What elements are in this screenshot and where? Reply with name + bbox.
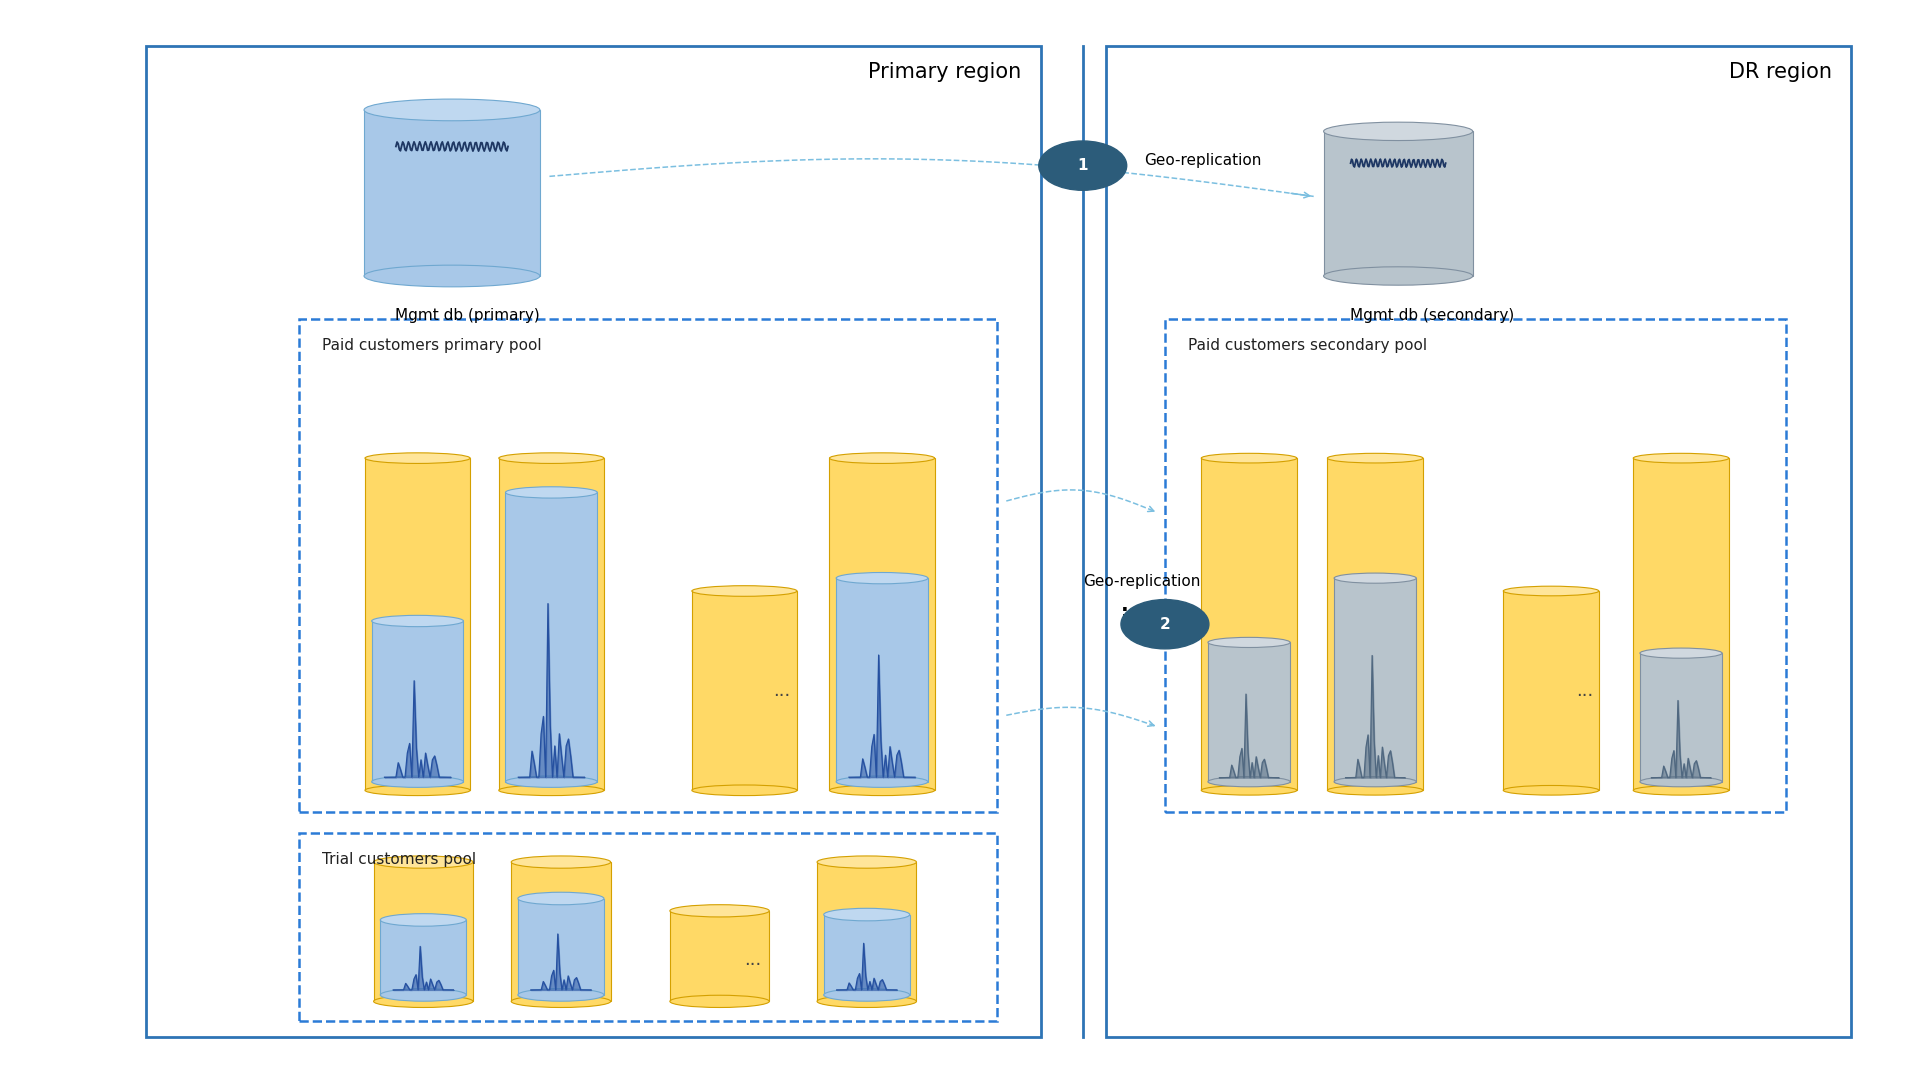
Ellipse shape	[374, 856, 473, 868]
Bar	[146, 45, 1041, 1037]
Circle shape	[1039, 141, 1127, 191]
Ellipse shape	[518, 989, 604, 1002]
Text: DR region: DR region	[1729, 61, 1833, 82]
Bar	[1106, 45, 1852, 1037]
Ellipse shape	[824, 989, 911, 1002]
Bar	[1208, 642, 1290, 782]
Bar	[512, 862, 612, 1002]
Text: Geo-replication: Geo-replication	[1144, 153, 1261, 168]
Text: Trial customers pool: Trial customers pool	[322, 852, 475, 867]
Text: 2: 2	[1160, 617, 1169, 632]
Ellipse shape	[498, 452, 604, 463]
Ellipse shape	[512, 995, 612, 1007]
Ellipse shape	[824, 908, 911, 921]
Ellipse shape	[817, 856, 916, 868]
Text: ...: ...	[744, 951, 761, 968]
Ellipse shape	[1208, 638, 1290, 647]
Ellipse shape	[1639, 648, 1721, 658]
Bar	[299, 834, 997, 1021]
Bar	[669, 911, 769, 1002]
Bar	[824, 914, 911, 995]
Ellipse shape	[506, 487, 598, 498]
Bar	[506, 492, 598, 782]
Bar	[1202, 458, 1296, 791]
Ellipse shape	[830, 452, 935, 463]
Ellipse shape	[364, 785, 470, 796]
Bar	[299, 319, 997, 812]
Ellipse shape	[1503, 785, 1599, 795]
Ellipse shape	[372, 777, 464, 787]
Text: ...: ...	[773, 682, 790, 700]
Ellipse shape	[1503, 586, 1599, 596]
Ellipse shape	[364, 452, 470, 463]
Ellipse shape	[1323, 267, 1472, 285]
Ellipse shape	[836, 777, 928, 787]
Ellipse shape	[372, 615, 464, 627]
Ellipse shape	[1202, 785, 1296, 795]
Ellipse shape	[364, 99, 541, 121]
Text: 1: 1	[1077, 158, 1089, 173]
Text: Paid customers primary pool: Paid customers primary pool	[322, 338, 543, 353]
Bar	[830, 458, 935, 791]
Ellipse shape	[518, 892, 604, 905]
Text: Primary region: Primary region	[868, 61, 1022, 82]
Bar	[1503, 591, 1599, 791]
Text: Mgmt db (secondary): Mgmt db (secondary)	[1350, 308, 1514, 323]
Bar	[1327, 458, 1422, 791]
Bar	[1633, 458, 1729, 791]
Ellipse shape	[830, 785, 935, 796]
Text: ...: ...	[1576, 682, 1593, 700]
Ellipse shape	[1633, 785, 1729, 795]
Bar	[1639, 653, 1721, 782]
Ellipse shape	[1323, 122, 1472, 140]
Ellipse shape	[380, 913, 466, 926]
Circle shape	[1121, 600, 1210, 648]
Ellipse shape	[692, 586, 797, 597]
Ellipse shape	[512, 856, 612, 868]
Ellipse shape	[374, 995, 473, 1007]
Bar	[518, 898, 604, 995]
Ellipse shape	[817, 995, 916, 1007]
Text: Paid customers secondary pool: Paid customers secondary pool	[1189, 338, 1426, 353]
Bar	[372, 621, 464, 782]
Ellipse shape	[836, 573, 928, 584]
Ellipse shape	[1334, 777, 1417, 787]
Ellipse shape	[498, 785, 604, 796]
Bar	[1323, 131, 1472, 276]
Ellipse shape	[364, 265, 541, 286]
Bar	[836, 578, 928, 782]
Ellipse shape	[506, 777, 598, 787]
Ellipse shape	[1633, 453, 1729, 463]
Bar	[364, 458, 470, 791]
Ellipse shape	[1202, 453, 1296, 463]
Text: Geo-replication: Geo-replication	[1083, 574, 1200, 589]
Ellipse shape	[1334, 573, 1417, 584]
Ellipse shape	[692, 785, 797, 796]
Bar	[380, 920, 466, 995]
Ellipse shape	[380, 989, 466, 1002]
Bar	[498, 458, 604, 791]
Bar	[817, 862, 916, 1002]
Text: Mgmt db (primary): Mgmt db (primary)	[395, 308, 539, 323]
Bar	[364, 110, 541, 276]
Bar	[1166, 319, 1787, 812]
Bar	[1334, 578, 1417, 782]
Ellipse shape	[669, 995, 769, 1007]
Bar	[374, 862, 473, 1002]
Ellipse shape	[1639, 777, 1721, 787]
Ellipse shape	[1208, 777, 1290, 787]
Ellipse shape	[1327, 453, 1422, 463]
Bar	[692, 591, 797, 791]
Ellipse shape	[669, 905, 769, 917]
Ellipse shape	[1327, 785, 1422, 795]
Text: :: :	[1121, 603, 1129, 621]
